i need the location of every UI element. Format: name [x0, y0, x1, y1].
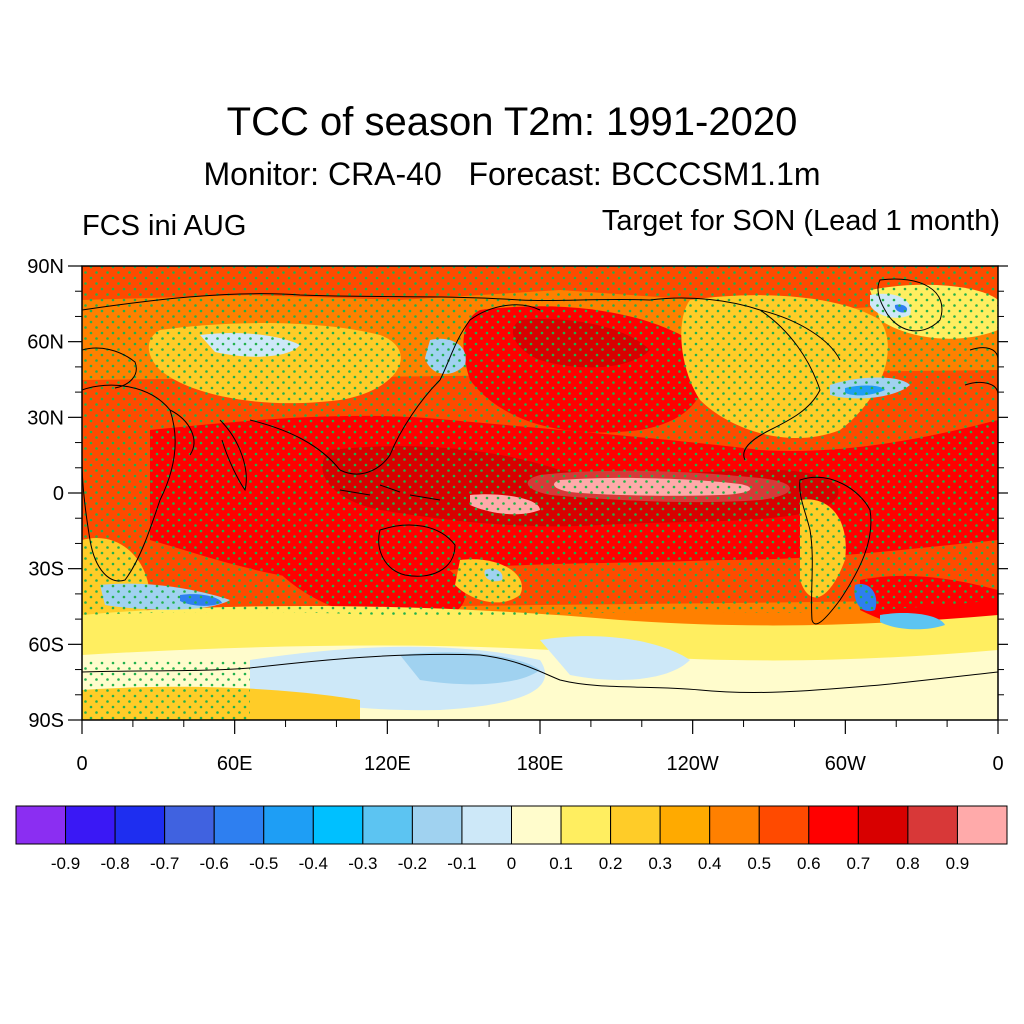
colorbar-swatch — [610, 805, 661, 845]
colorbar-swatch — [659, 805, 711, 845]
colorbar-swatch — [461, 805, 513, 845]
colorbar-label: 0.7 — [847, 854, 871, 873]
target-label: Target for SON (Lead 1 month) — [601, 205, 1000, 237]
colorbar-label: -0.6 — [200, 854, 229, 873]
colorbar-swatch — [758, 805, 810, 845]
map-axes: 90N 60N 30N 0 30S 60S 90S 0 60E 120E 180E 120W 60W 0 — [27, 256, 1008, 775]
colorbar-swatch — [511, 805, 562, 845]
lon-tick-label: 60W — [825, 753, 866, 775]
colorbar-swatch — [857, 805, 909, 845]
significance-stippling — [82, 266, 998, 617]
colorbar-label: 0.6 — [797, 854, 821, 873]
colorbar-swatch — [65, 805, 116, 845]
coastlines — [82, 278, 998, 694]
colorbar-label: -0.5 — [249, 854, 278, 873]
colorbar-label: 0.8 — [896, 854, 920, 873]
lat-tick-label: 30S — [28, 559, 64, 581]
colorbar-label: 0.1 — [549, 854, 573, 873]
colorbar-label: -0.2 — [398, 854, 427, 873]
colorbar: -0.9 -0.8 -0.7 -0.6 -0.5 -0.4 -0.3 -0.2 -0.1 0 0.1… — [15, 805, 1008, 873]
colorbar-label: 0.2 — [599, 854, 623, 873]
lat-tick-label: 30N — [27, 407, 64, 429]
colorbar-label: 0.5 — [747, 854, 771, 873]
colorbar-label: -0.4 — [299, 854, 328, 873]
lat-tick-label: 60S — [28, 634, 64, 656]
correlation-field — [82, 266, 998, 720]
colorbar-label: -0.7 — [150, 854, 179, 873]
colorbar-swatch — [362, 805, 413, 845]
colorbar-label: -0.3 — [348, 854, 377, 873]
colorbar-swatch — [312, 805, 364, 845]
field-weddell-blue — [880, 613, 945, 630]
colorbar-swatch — [411, 805, 463, 845]
colorbar-label: 0.3 — [648, 854, 672, 873]
field-amundsen-lightblue — [540, 636, 690, 680]
chart-title: TCC of season T2m: 1991-2020 — [226, 100, 798, 144]
lon-tick-label: 180E — [517, 753, 564, 775]
colorbar-label: -0.8 — [100, 854, 129, 873]
lat-tick-label: 0 — [53, 483, 64, 505]
lon-tick-label: 60E — [217, 753, 253, 775]
significance-stippling-south — [82, 660, 250, 720]
colorbar-label: 0 — [507, 854, 516, 873]
colorbar-label: 0.4 — [698, 854, 722, 873]
lon-tick-label: 0 — [76, 753, 87, 775]
colorbar-swatch — [808, 805, 859, 845]
lat-tick-label: 90S — [28, 710, 64, 732]
colorbar-swatch — [907, 805, 958, 845]
colorbar-swatch — [956, 805, 1008, 845]
colorbar-swatch — [263, 805, 314, 845]
colorbar-swatch — [213, 805, 265, 845]
lon-tick-label: 0 — [992, 753, 1003, 775]
colorbar-swatch — [114, 805, 166, 845]
lat-tick-label: 60N — [27, 332, 64, 354]
colorbar-swatch — [560, 805, 612, 845]
chart-subtitle: Monitor: CRA-40 Forecast: BCCCSM1.1m — [203, 156, 821, 192]
colorbar-swatch — [15, 805, 67, 845]
lon-tick-label: 120W — [667, 753, 719, 775]
field-ross-blue — [400, 652, 540, 685]
colorbar-label: 0.9 — [946, 854, 970, 873]
colorbar-label: -0.9 — [51, 854, 80, 873]
colorbar-swatch — [164, 805, 215, 845]
colorbar-label: -0.1 — [447, 854, 476, 873]
colorbar-swatch — [709, 805, 760, 845]
init-label: FCS ini AUG — [82, 210, 247, 242]
lon-tick-label: 120E — [364, 753, 411, 775]
lat-tick-label: 90N — [27, 256, 64, 278]
